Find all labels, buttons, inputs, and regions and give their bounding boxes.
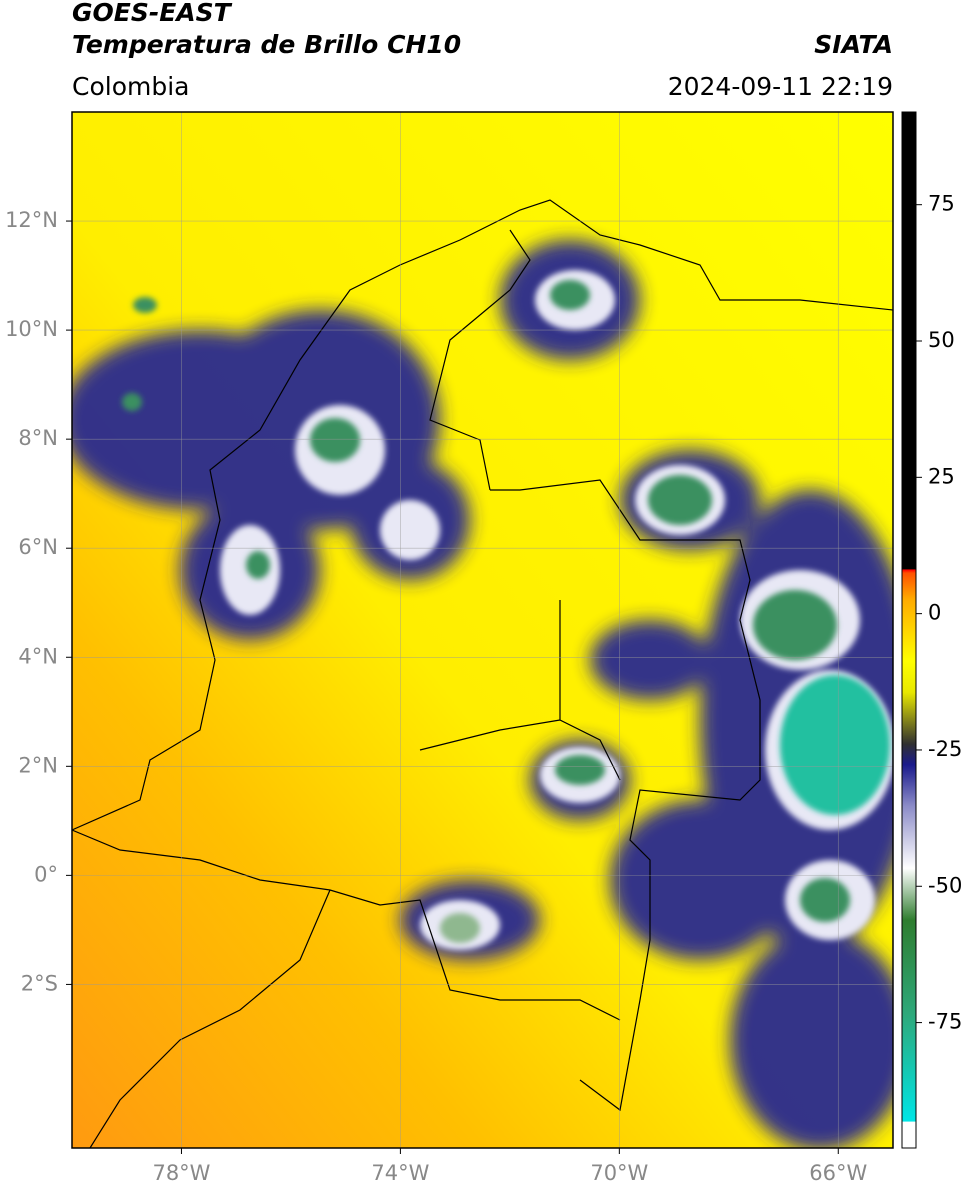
y-tick-label: 12°N [5,208,58,232]
colorbar-tick-label: 25 [928,464,955,488]
y-tick-label: 2°S [21,971,58,995]
colorbar [901,111,917,1149]
timestamp: 2024-09-11 22:19 [668,72,893,101]
colorbar-tick-label: 75 [928,192,955,216]
y-tick-label: 0° [34,862,58,886]
colorbar-tick-label: -50 [928,873,962,897]
x-tick-label: 66°W [809,1161,867,1185]
title: GOES-EAST [72,0,233,27]
x-tick-label: 74°W [371,1161,429,1185]
x-tick-label: 70°W [590,1161,648,1185]
map-frame [71,111,894,1149]
grid [72,112,893,1148]
y-tick-label: 4°N [18,644,58,668]
source: SIATA [814,30,893,59]
colorbar-tick-label: 50 [928,328,955,352]
colorbar-tick-label: 0 [928,601,941,625]
region: Colombia [72,72,189,101]
x-tick-label: 78°W [152,1161,210,1185]
colorbar-tick-label: -75 [928,1010,962,1034]
map-imagery [72,112,893,1148]
subtitle: Temperatura de Brillo CH10 [72,30,461,59]
y-tick-label: 6°N [18,535,58,559]
y-tick-label: 10°N [5,317,58,341]
colorbar-tick-label: -25 [928,737,962,761]
y-tick-label: 8°N [18,426,58,450]
y-tick-label: 2°N [18,753,58,777]
colorbar-ticks: 75 50 25 0 -25 -50 -75 [916,192,962,1034]
